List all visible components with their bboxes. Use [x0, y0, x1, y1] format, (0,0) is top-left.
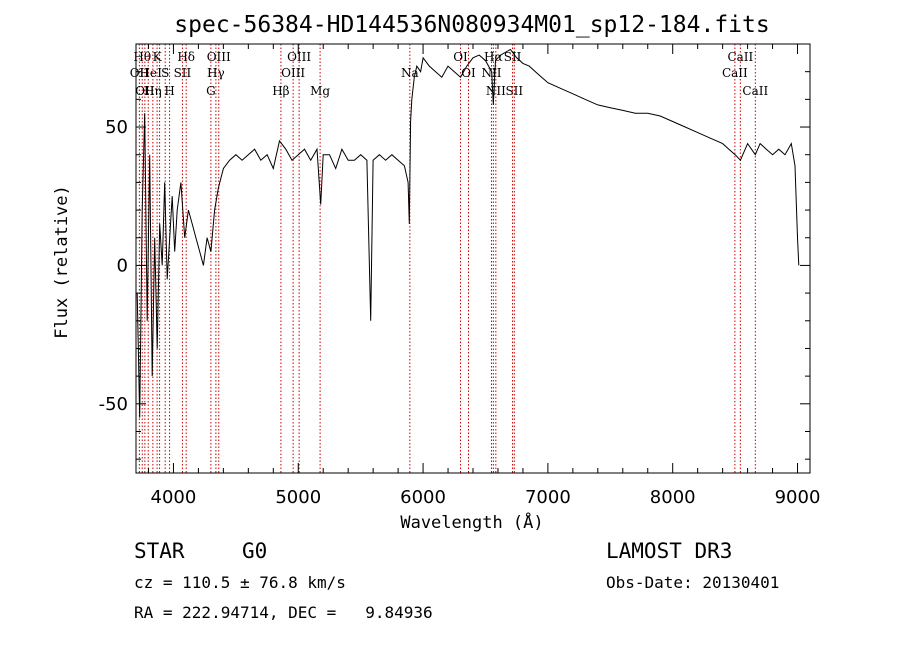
line-label: Hθ	[133, 50, 151, 64]
y-tick-label: 0	[117, 255, 128, 276]
line-label: NII	[481, 66, 501, 80]
line-label: NII	[486, 84, 506, 98]
chart-title: spec-56384-HD144536N080934M01_sp12-184.f…	[174, 12, 769, 38]
flux-series-line	[136, 48, 800, 418]
x-tick-label: 7000	[525, 487, 571, 508]
y-axis-label: Flux (relative)	[52, 185, 72, 339]
line-label: H	[164, 84, 174, 98]
x-tick-label: 9000	[775, 487, 821, 508]
line-label: Hα	[484, 50, 503, 64]
survey-name: LAMOST DR3	[606, 539, 733, 563]
obs-date: Obs-Date: 20130401	[606, 573, 780, 592]
y-tick-label: -50	[99, 394, 128, 415]
line-label: Hδ	[177, 50, 195, 64]
ra-dec-coordinates: RA = 222.94714, DEC = 9.84936	[134, 603, 433, 622]
line-label: OIII	[287, 50, 311, 64]
x-tick-label: 5000	[275, 487, 321, 508]
x-tick-label: 6000	[400, 487, 446, 508]
line-label: G	[206, 84, 216, 98]
line-label: OIII	[281, 66, 305, 80]
y-tick-label: 50	[105, 117, 128, 138]
line-label: CaII	[742, 84, 768, 98]
object-class: STAR	[134, 539, 185, 563]
x-axis-label: Wavelength (Å)	[400, 511, 543, 533]
line-label: OII	[130, 66, 150, 80]
axis-ticks: 4000 5000 6000 7000 8000 9000 -50 0 50	[99, 43, 821, 508]
line-label: S	[161, 66, 169, 80]
line-label: Hη	[144, 84, 162, 98]
line-markers	[138, 44, 756, 473]
x-tick-label: 8000	[650, 487, 696, 508]
line-label: Na	[401, 66, 419, 80]
line-label: OI	[453, 50, 468, 64]
line-label: Hβ	[272, 84, 289, 98]
spectral-subclass: G0	[242, 539, 268, 563]
line-label: Hγ	[207, 66, 225, 80]
plot-frame	[135, 43, 811, 474]
line-label: CaII	[722, 66, 748, 80]
line-label: OII	[135, 84, 155, 98]
line-label: OI	[461, 66, 476, 80]
line-label: SII	[505, 84, 523, 98]
x-tick-label: 4000	[151, 487, 197, 508]
line-label: SII	[504, 50, 522, 64]
redshift-cz: cz = 110.5 ± 76.8 km/s	[134, 573, 346, 592]
line-label: I	[157, 66, 162, 80]
line-label: SII	[174, 66, 192, 80]
line-label: K	[153, 50, 163, 64]
line-label: Mg	[310, 84, 330, 98]
line-label: OIII	[207, 50, 231, 64]
line-label: He	[139, 66, 157, 80]
line-label: CaII	[727, 50, 753, 64]
